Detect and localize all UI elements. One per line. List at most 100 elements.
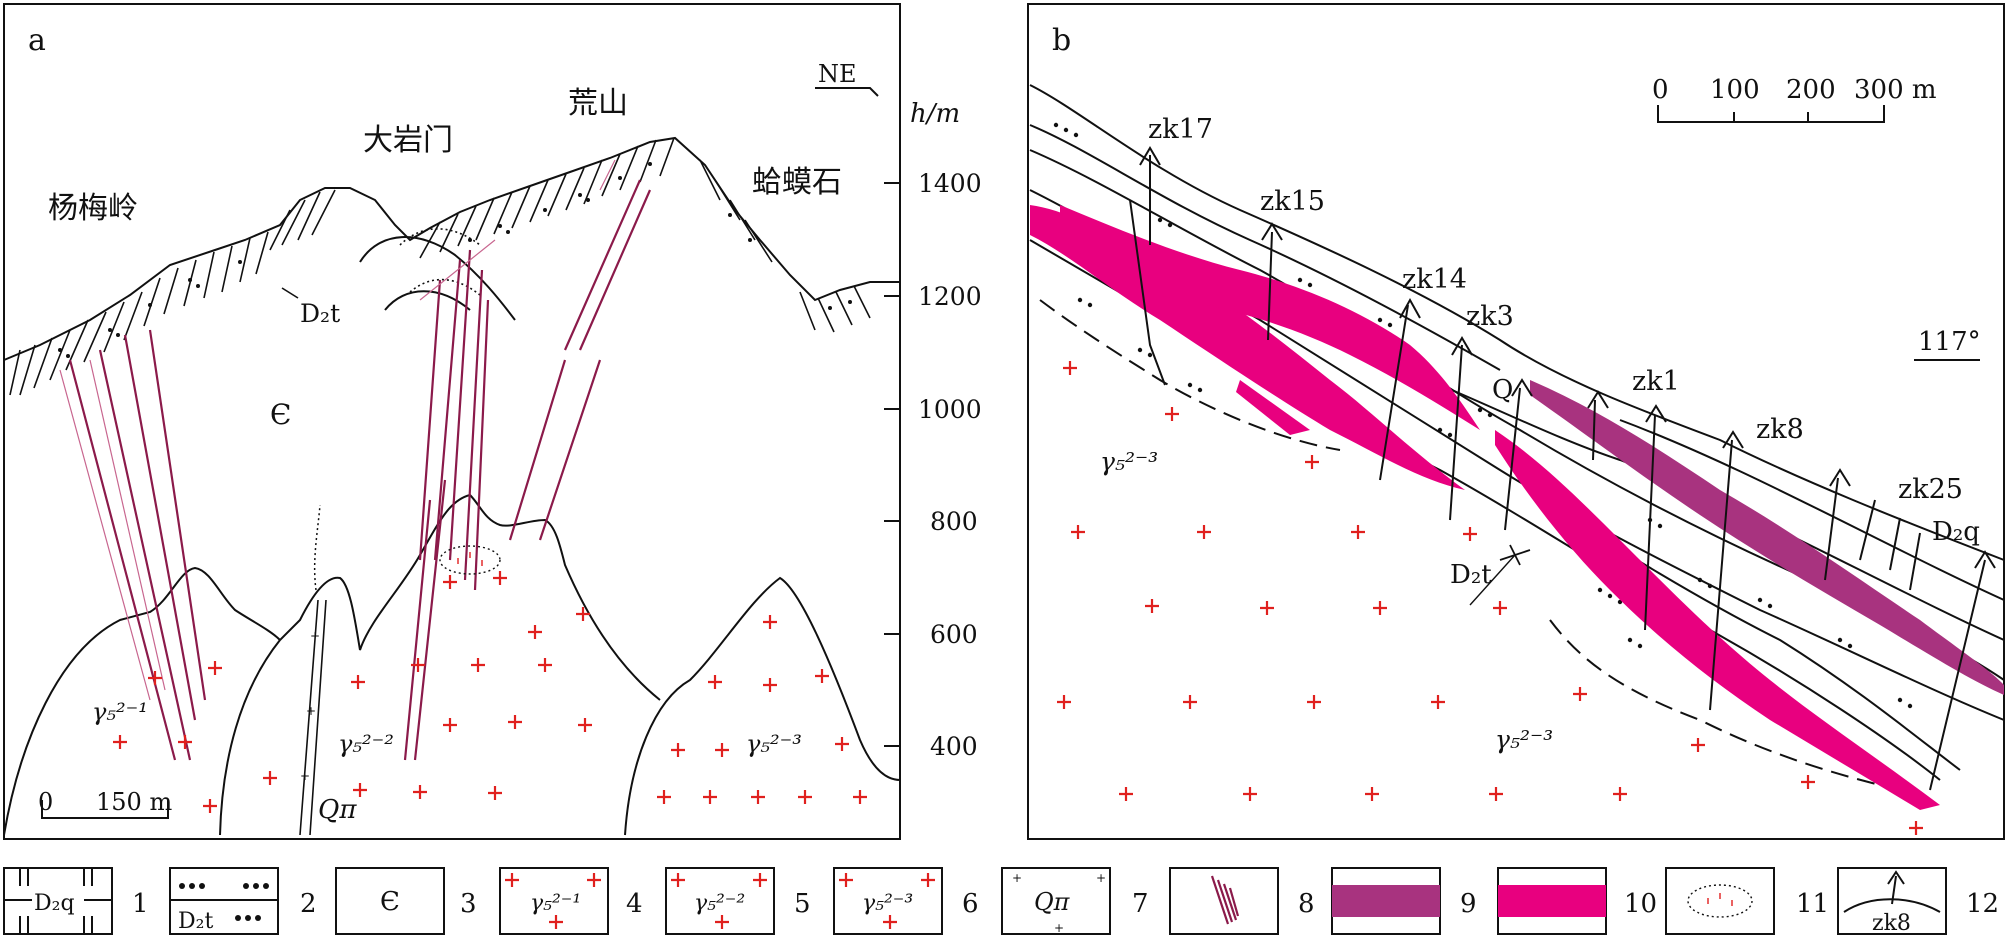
granite-dome-1 (3, 566, 281, 836)
svg-text:γ₅²⁻³: γ₅²⁻³ (862, 891, 913, 916)
scale-b-200: 200 (1786, 75, 1836, 105)
label-qpi: Qπ (318, 795, 357, 825)
svg-text:+: + (1012, 871, 1022, 885)
place-huangshan: 荒山 (568, 86, 628, 121)
legend-item-2: D₂t 2 (169, 867, 317, 935)
label-granite-b-2: γ₅²⁻³ (1495, 725, 1553, 754)
drillhole-zk1: zk1 (1632, 366, 1680, 397)
svg-text:+: + (1096, 871, 1106, 885)
legend-item-6: γ₅²⁻³ 6 (833, 867, 979, 935)
azimuth-label: 117° (1918, 327, 1981, 357)
height-unit: h/m (910, 99, 960, 129)
label-d2t-a: D₂t (300, 299, 340, 328)
legend-item-7: + + + Qπ 7 (1001, 867, 1149, 935)
scale-b-100: 100 (1710, 75, 1760, 105)
panel-b-label: b (1052, 23, 1071, 58)
d2t-dots (58, 162, 852, 358)
height-axis: 1400 1200 1000 800 600 400 (884, 169, 982, 761)
panel-a: a NE h/m 1400 1200 1000 800 600 400 (3, 3, 982, 840)
legend: D₂q 1 D₂t 2 Є 3 γ₅²⁻¹ 4 γ₅²⁻² (3, 867, 1999, 936)
place-hamashi: 蛤蟆石 (752, 165, 842, 200)
panel-b-frame (1027, 3, 2005, 840)
drillhole-zk17: zk17 (1148, 114, 1213, 145)
svg-text:γ₅²⁻²: γ₅²⁻² (694, 891, 745, 916)
svg-text:7: 7 (1132, 889, 1149, 919)
svg-text:4: 4 (626, 889, 643, 919)
panel-a-label: a (28, 23, 46, 58)
granite-crosses-a (111, 569, 869, 815)
strata-dots-b (1053, 122, 1913, 709)
svg-text:zk8: zk8 (1872, 911, 1911, 936)
svg-text:+: + (1054, 921, 1064, 935)
drillhole-zk8: zk8 (1756, 414, 1804, 445)
tick-400: 400 (930, 732, 978, 761)
svg-text:+: + (300, 769, 310, 783)
legend-item-8: 8 (1169, 867, 1315, 935)
drillhole-zk14: zk14 (1402, 264, 1467, 295)
ne-arrow: NE (815, 60, 879, 97)
tick-1000: 1000 (918, 395, 982, 424)
ore-body-magenta-2 (1060, 205, 1480, 430)
panel-b: b 0 100 200 300 m 117° (1027, 3, 2005, 840)
scale-a-zero: 0 (38, 788, 53, 816)
svg-text:+: + (306, 704, 316, 718)
legend-item-3: Є 3 (335, 867, 477, 935)
label-q: Q (1492, 375, 1513, 405)
tick-800: 800 (930, 507, 978, 536)
label-cambrian: Є (270, 398, 291, 431)
ore-veins (68, 179, 652, 761)
scale-b-300: 300 m (1854, 75, 1937, 105)
tick-600: 600 (930, 620, 978, 649)
alteration-ellipse (439, 545, 501, 575)
svg-text:Є: Є (380, 887, 400, 917)
drillhole-zk3: zk3 (1466, 301, 1514, 332)
drillhole-zk15: zk15 (1260, 186, 1325, 217)
svg-text:12: 12 (1966, 889, 1999, 919)
legend-item-9: 9 (1331, 867, 1477, 935)
label-g3: γ₅²⁻³ (746, 730, 802, 758)
svg-text:+: + (310, 629, 320, 643)
legend-item-10: 10 (1497, 867, 1657, 935)
label-d2q-b: D₂q (1932, 517, 1980, 547)
svg-text:6: 6 (962, 889, 979, 919)
svg-text:8: 8 (1298, 889, 1315, 919)
drillhole-zk25: zk25 (1898, 474, 1963, 505)
svg-text:11: 11 (1796, 889, 1829, 919)
svg-text:5: 5 (794, 889, 811, 919)
legend-item-1: D₂q 1 (3, 867, 149, 935)
svg-text:9: 9 (1460, 889, 1477, 919)
panel-a-frame (3, 3, 901, 840)
legend-item-11: 11 (1665, 867, 1829, 935)
scale-b-0: 0 (1652, 75, 1669, 105)
svg-text:γ₅²⁻¹: γ₅²⁻¹ (530, 891, 581, 916)
svg-text:Qπ: Qπ (1034, 888, 1071, 916)
strata-lines (1029, 84, 2005, 781)
topography-line (3, 136, 900, 361)
scale-bar-b: 0 100 200 300 m (1652, 75, 1937, 123)
legend-item-5: γ₅²⁻² 5 (665, 867, 811, 935)
label-g2: γ₅²⁻² (338, 730, 394, 758)
drillholes (1139, 146, 1996, 791)
place-dayanmen: 大岩门 (363, 123, 453, 158)
d2t-beds (9, 137, 871, 396)
svg-text:3: 3 (460, 889, 477, 919)
svg-text:2: 2 (300, 889, 317, 919)
place-yangmeiling: 杨梅岭 (48, 191, 138, 226)
label-granite-b-1: γ₅²⁻³ (1100, 447, 1158, 476)
legend-item-4: γ₅²⁻¹ 4 (499, 867, 643, 935)
tick-1400: 1400 (918, 169, 982, 198)
svg-text:D₂q: D₂q (34, 891, 75, 916)
scale-bar-a: 0 150 m (38, 788, 172, 819)
label-d2t-b: D₂t (1450, 560, 1492, 590)
ore-body-purple (1530, 380, 2004, 695)
ne-label: NE (818, 60, 857, 88)
svg-text:1: 1 (132, 889, 149, 919)
svg-text:D₂t: D₂t (178, 909, 213, 934)
granite-contact-1 (1039, 299, 1341, 451)
ore-body-magenta-4 (1495, 430, 1940, 810)
tick-1200: 1200 (918, 282, 982, 311)
svg-text:10: 10 (1624, 889, 1657, 919)
label-g1: γ₅²⁻¹ (92, 698, 148, 726)
ore-body-magenta-3 (1236, 380, 1310, 435)
